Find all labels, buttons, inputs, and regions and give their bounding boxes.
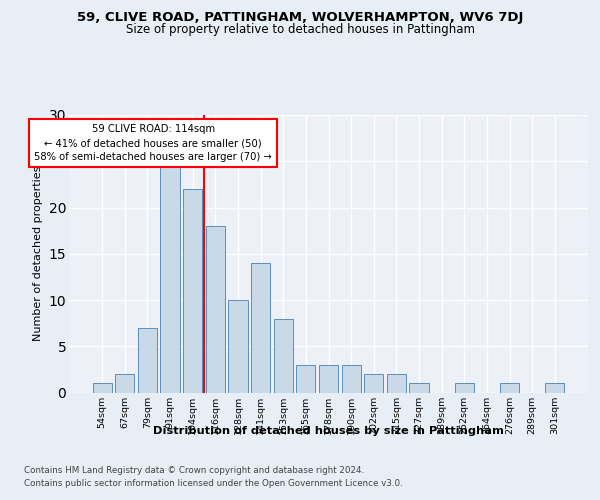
Bar: [160, 161, 180, 392]
Bar: [364, 374, 383, 392]
Bar: [500, 383, 519, 392]
Text: 59 CLIVE ROAD: 114sqm
← 41% of detached houses are smaller (50)
58% of semi-deta: 59 CLIVE ROAD: 114sqm ← 41% of detached …: [34, 124, 272, 162]
Bar: [206, 226, 225, 392]
Bar: [183, 189, 202, 392]
Bar: [296, 365, 316, 392]
Text: Contains HM Land Registry data © Crown copyright and database right 2024.: Contains HM Land Registry data © Crown c…: [24, 466, 364, 475]
Bar: [274, 318, 293, 392]
Bar: [319, 365, 338, 392]
Bar: [138, 328, 157, 392]
Bar: [341, 365, 361, 392]
Bar: [229, 300, 248, 392]
Text: Size of property relative to detached houses in Pattingham: Size of property relative to detached ho…: [125, 23, 475, 36]
Bar: [251, 263, 270, 392]
Bar: [545, 383, 565, 392]
Text: Contains public sector information licensed under the Open Government Licence v3: Contains public sector information licen…: [24, 479, 403, 488]
Bar: [455, 383, 474, 392]
Bar: [409, 383, 428, 392]
Text: Distribution of detached houses by size in Pattingham: Distribution of detached houses by size …: [154, 426, 504, 436]
Bar: [115, 374, 134, 392]
Bar: [92, 383, 112, 392]
Bar: [387, 374, 406, 392]
Y-axis label: Number of detached properties: Number of detached properties: [33, 166, 43, 342]
Text: 59, CLIVE ROAD, PATTINGHAM, WOLVERHAMPTON, WV6 7DJ: 59, CLIVE ROAD, PATTINGHAM, WOLVERHAMPTO…: [77, 11, 523, 24]
